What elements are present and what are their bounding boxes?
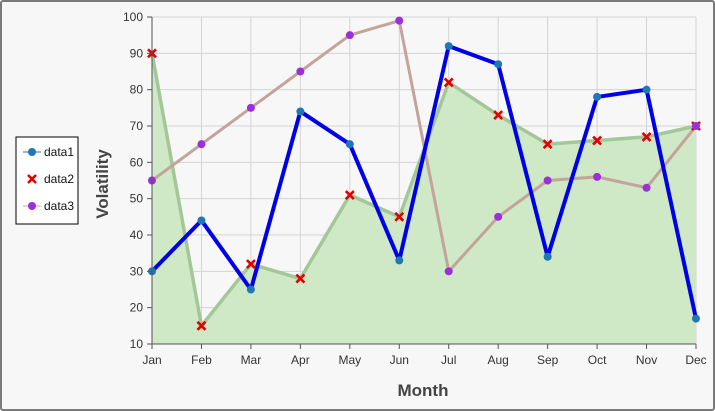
legend-item-data3: data3 [23, 199, 74, 213]
data-point [593, 172, 602, 181]
series-layer [147, 16, 701, 344]
x-tick-label: Nov [636, 353, 657, 367]
x-tick-label: Sep [537, 353, 559, 367]
legend-item-data1: data1 [23, 145, 74, 159]
marker-stroke [27, 174, 37, 184]
x-tick-label: Jan [142, 353, 161, 367]
markers-data3 [148, 16, 700, 276]
y-tick-label: 80 [130, 83, 144, 97]
data-point [344, 190, 355, 200]
legend-label: data1 [44, 145, 74, 159]
data-point [692, 314, 700, 323]
marker-stroke [344, 190, 355, 200]
marker-stroke [443, 77, 454, 88]
marker-stroke [592, 135, 603, 146]
data-point [444, 42, 453, 51]
x-tick-label: Dec [685, 353, 706, 367]
data-point [295, 273, 306, 284]
data-point [494, 212, 503, 221]
x-tick-label: Jul [441, 353, 456, 367]
data-point [246, 285, 255, 294]
marker-stroke [196, 320, 207, 331]
x-tick-label: Mar [241, 353, 262, 367]
data-point [543, 252, 552, 261]
series-data1 [150, 44, 698, 319]
data-point [543, 176, 552, 185]
y-tick-label: 70 [130, 119, 144, 133]
y-tick-label: 100 [123, 10, 143, 24]
legend-label: data3 [44, 199, 74, 213]
series-line [150, 44, 698, 319]
area-fill [152, 53, 696, 344]
data-point [245, 259, 256, 269]
y-axis-title: Volatility [93, 149, 112, 219]
data-point [692, 122, 700, 130]
data-point [593, 92, 602, 101]
data-point [394, 211, 405, 222]
y-tick-label: 30 [130, 264, 144, 278]
x-tick-label: Apr [291, 353, 310, 367]
data-point [443, 77, 454, 88]
y-tick-label: 10 [130, 337, 144, 351]
data-point [196, 320, 207, 331]
legend-label: data2 [44, 172, 74, 186]
y-tick-label: 60 [130, 155, 144, 169]
data-point [296, 107, 305, 116]
data-point [345, 31, 354, 40]
data-point [197, 140, 206, 149]
data-point [642, 85, 651, 94]
marker-stroke [542, 139, 553, 150]
x-tick-label: May [338, 353, 361, 367]
axes [147, 16, 697, 349]
data-point [197, 216, 206, 225]
data-point [444, 267, 453, 276]
marker-stroke [493, 110, 504, 121]
data-point [641, 131, 652, 142]
x-tick-label: Aug [488, 353, 509, 367]
y-tick-label: 40 [130, 228, 144, 242]
data-point [542, 139, 553, 150]
legend-marker [27, 174, 37, 184]
x-tick-label: Feb [191, 353, 212, 367]
data-point [345, 140, 354, 149]
data-point [296, 67, 305, 76]
data-point [246, 103, 255, 112]
marker-stroke [641, 131, 652, 142]
data-point [494, 60, 503, 69]
y-tick-label: 90 [130, 46, 144, 60]
x-axis-title: Month [398, 381, 449, 400]
y-tick-label: 20 [130, 301, 144, 315]
legend-item-data2: data2 [27, 172, 74, 186]
y-tick-label: 50 [130, 192, 144, 206]
data-point [592, 135, 603, 146]
legend-marker [28, 202, 36, 210]
legend: data1 data2 data3 [15, 136, 79, 225]
data-point [395, 16, 404, 25]
legend-marker [28, 148, 36, 156]
data-point [642, 183, 651, 192]
data-point [493, 110, 504, 121]
data-point [395, 256, 404, 265]
marker-stroke [295, 273, 306, 284]
marker-stroke [245, 259, 256, 269]
x-tick-label: Oct [588, 353, 607, 367]
marker-stroke [394, 211, 405, 222]
tick-labels: 10 20 30 40 50 60 70 80 90 100 Jan Feb Mar Apr May Jun J… [123, 10, 707, 367]
x-tick-label: Jun [390, 353, 409, 367]
